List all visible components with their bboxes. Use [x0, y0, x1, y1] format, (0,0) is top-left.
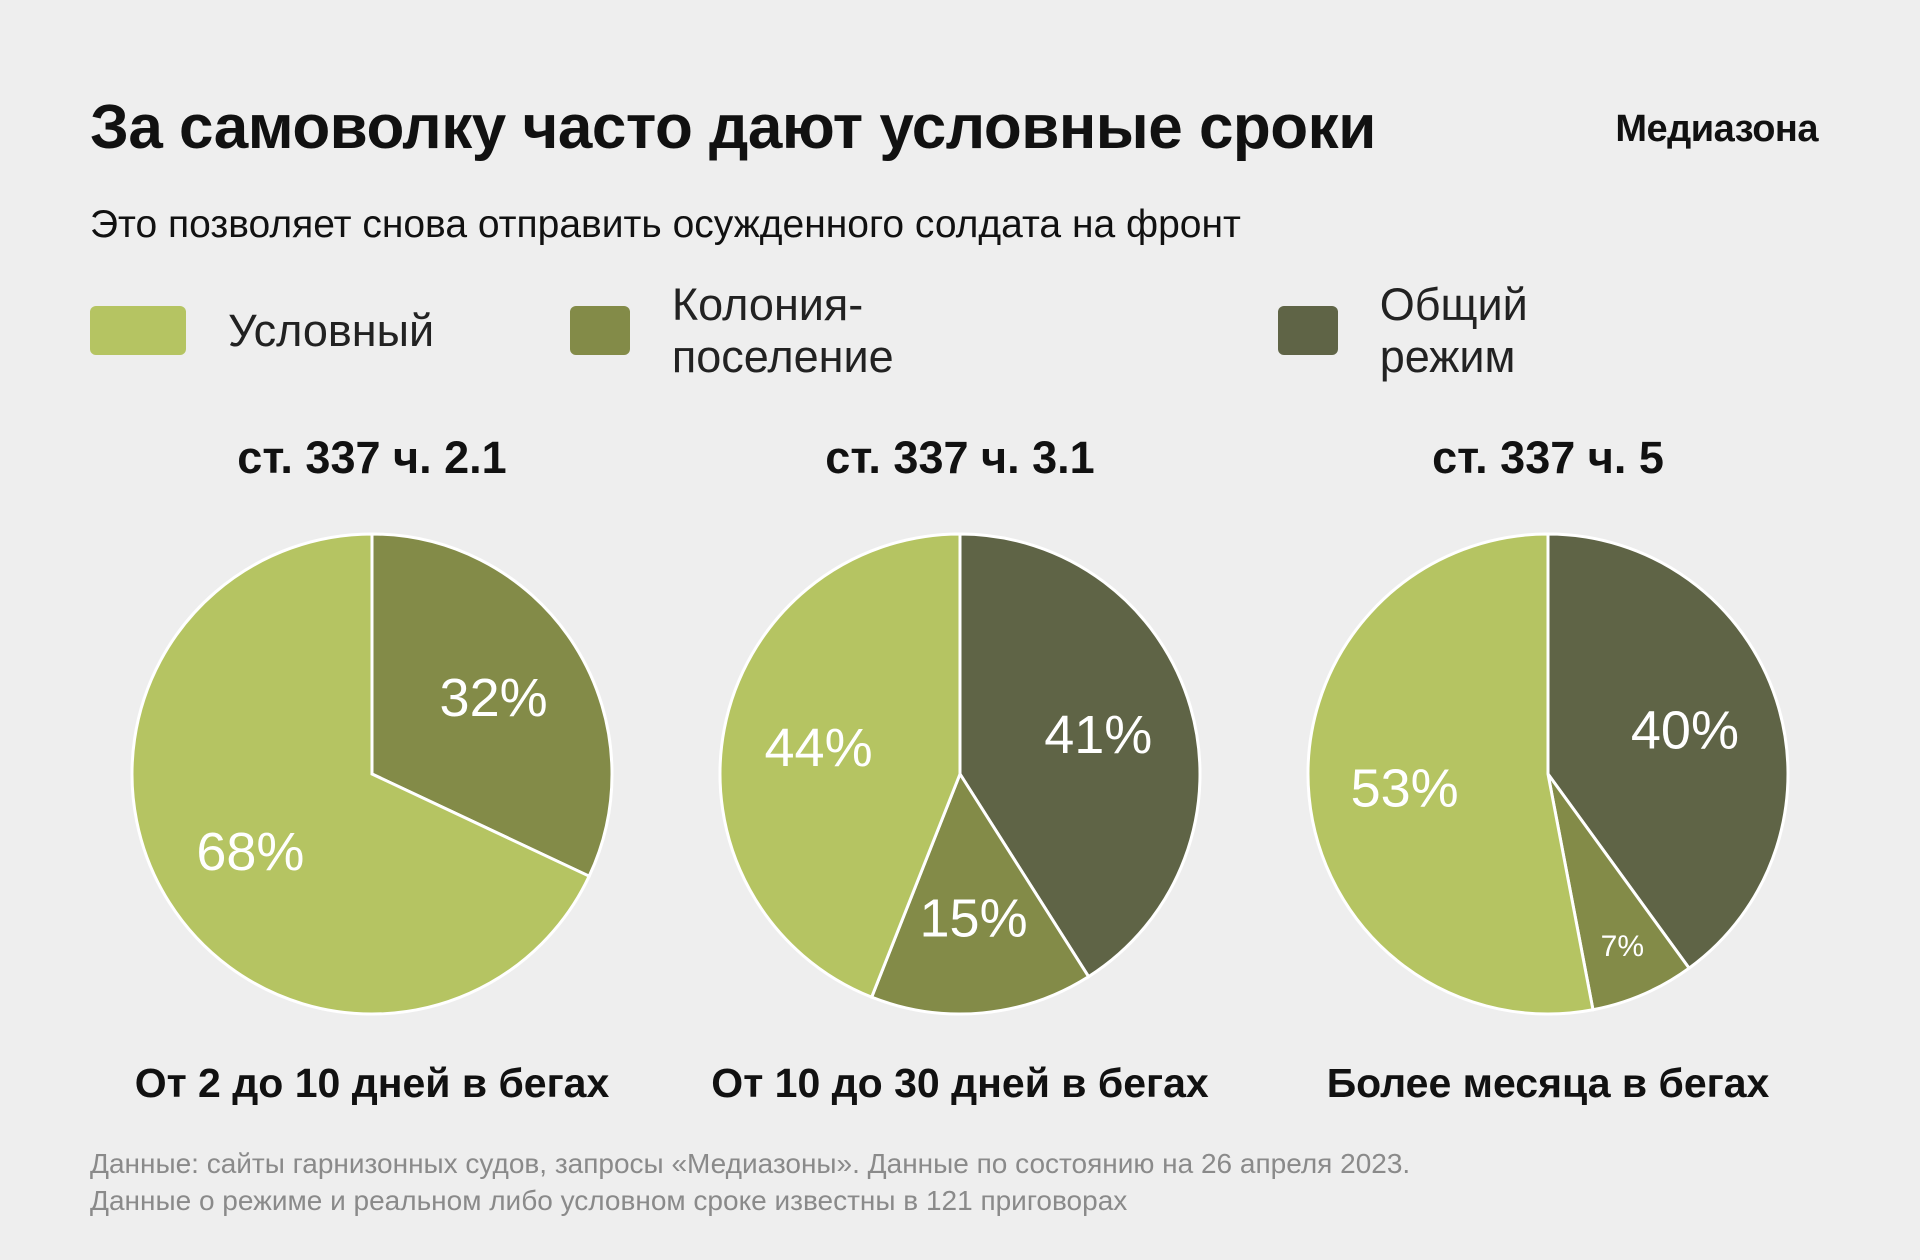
pie-caption: От 2 до 10 дней в бегах	[134, 1060, 610, 1106]
source-line: Данные: сайты гарнизонных судов, запросы…	[90, 1148, 1411, 1179]
legend-label: Условный	[228, 304, 435, 356]
mediazona-logo: Медиазона	[1615, 108, 1818, 150]
pie-caption: От 10 до 30 дней в бегах	[711, 1060, 1209, 1106]
pie-slice	[1546, 532, 1790, 971]
pie-slice	[130, 532, 592, 1016]
pie-caption: Более месяца в бегах	[1326, 1060, 1770, 1106]
pie-slice	[718, 532, 962, 1000]
chart-subtitle: Это позволяет снова отправить осужденног…	[90, 203, 1241, 246]
pie-slice	[370, 532, 614, 879]
chart-title: За самоволку часто дают условные сроки	[90, 93, 1376, 162]
source-line: Данные о режиме и реальном либо условном…	[90, 1185, 1128, 1216]
legend-swatch	[1278, 306, 1338, 355]
pie-slice-label: 32%	[440, 668, 548, 728]
pie-slice-label: 15%	[920, 888, 1028, 948]
pie-title: ст. 337 ч. 5	[1432, 432, 1664, 483]
pie-slice-label: 7%	[1601, 930, 1644, 963]
pie-slice-label: 68%	[196, 822, 304, 882]
legend-label: Колония-поселение	[671, 278, 894, 382]
source-note: Данные: сайты гарнизонных судов, запросы…	[90, 1145, 1410, 1219]
legend-item-settlement-colony: Колония-поселение	[570, 279, 930, 382]
pie-slice-label: 44%	[765, 718, 873, 778]
pie-slice-label: 41%	[1044, 705, 1152, 765]
legend-swatch	[570, 306, 630, 355]
pie-slice	[1546, 773, 1692, 1012]
pie-slice	[869, 770, 1091, 1016]
pie-slice-label: 40%	[1631, 701, 1739, 761]
pie-title: ст. 337 ч. 2.1	[237, 432, 507, 483]
legend-swatch	[90, 306, 186, 355]
pie-title: ст. 337 ч. 3.1	[825, 432, 1095, 483]
legend-item-general-regime: Общий режим	[1278, 279, 1564, 382]
pie-slice	[1306, 532, 1595, 1016]
pie-slice-label: 53%	[1351, 759, 1459, 819]
legend-label: Общий режим	[1379, 278, 1528, 382]
legend-item-conditional: Условный	[90, 304, 435, 356]
